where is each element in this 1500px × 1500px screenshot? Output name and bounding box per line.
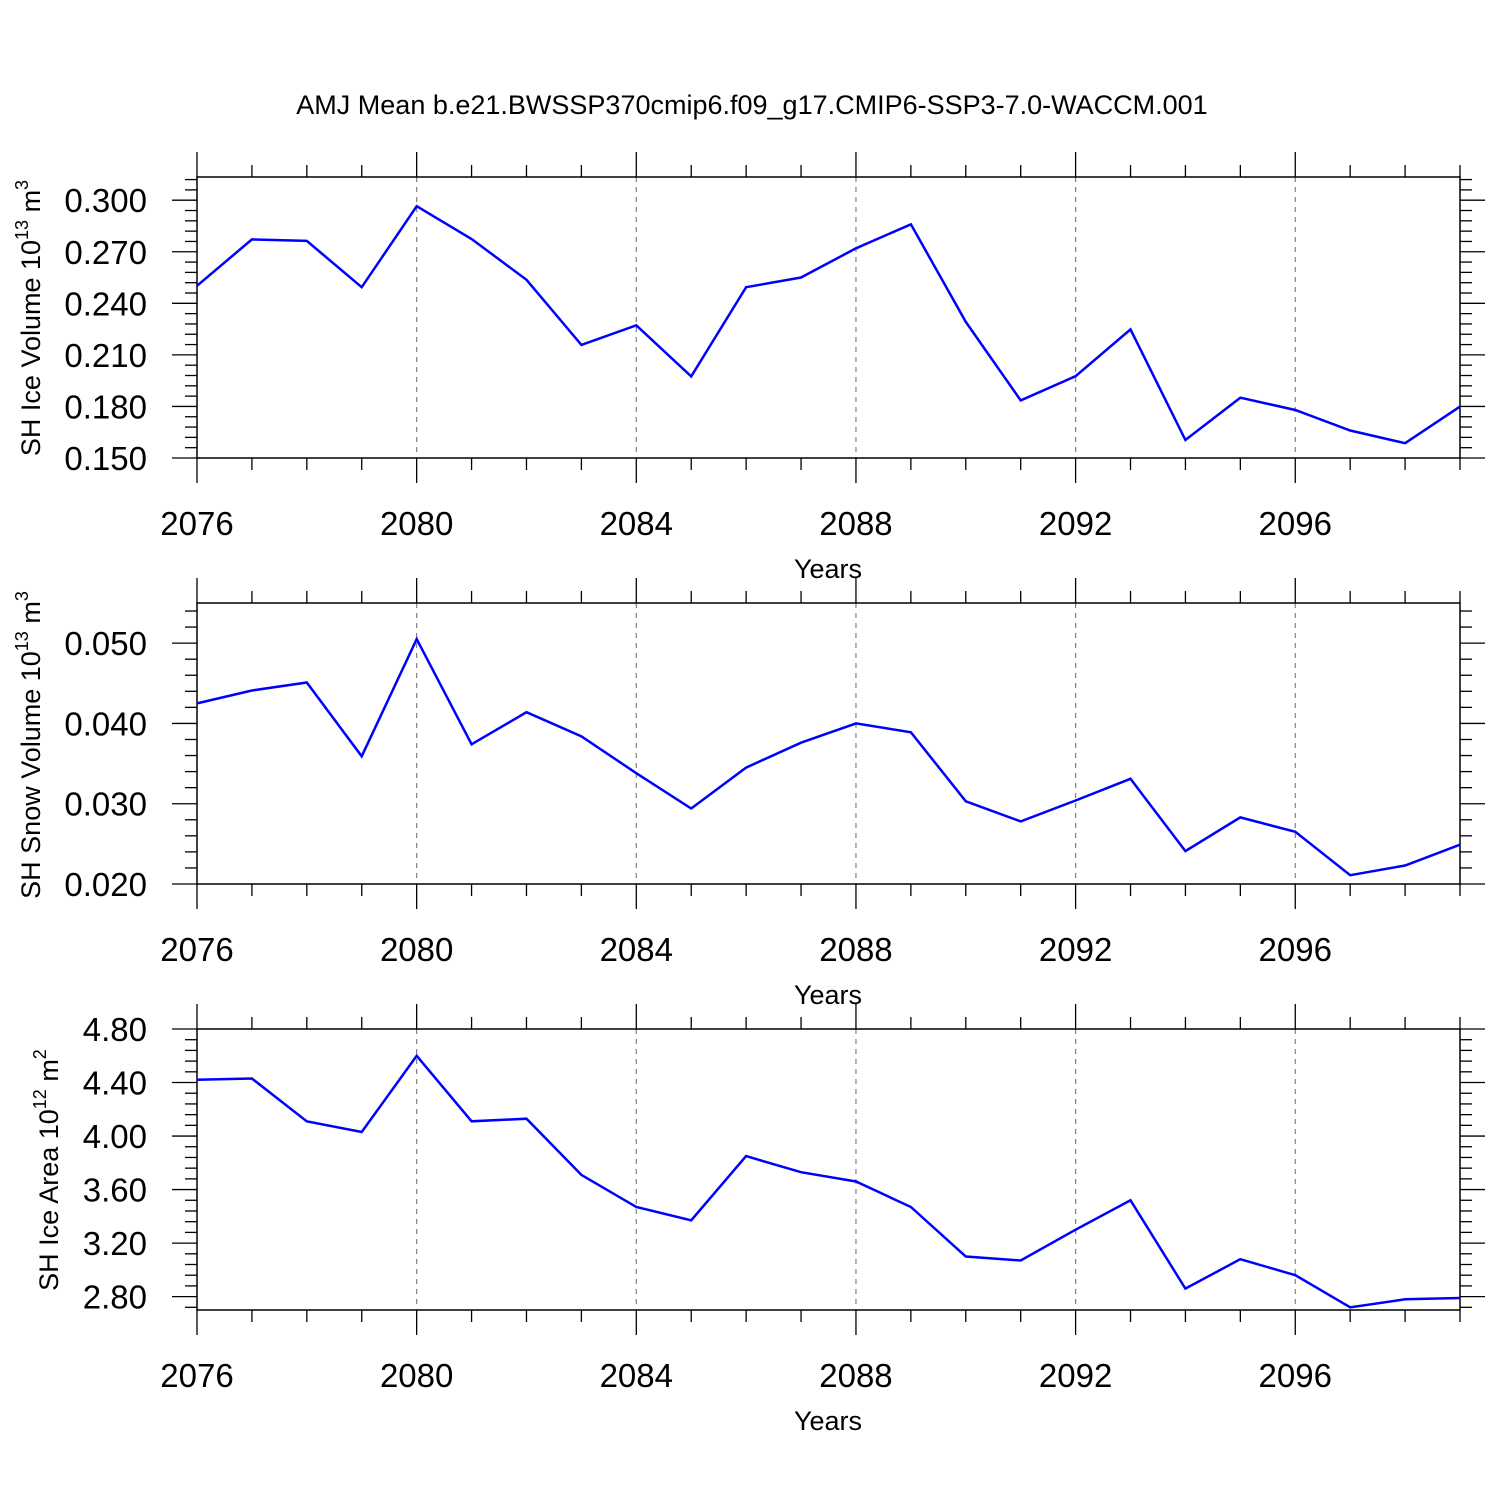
y-tick-label: 3.20 [83, 1225, 147, 1262]
x-tick-label: 2084 [600, 931, 673, 968]
y-axis-label-main: SH Ice Area 10 [34, 1109, 64, 1291]
y-tick-label: 4.80 [83, 1011, 147, 1048]
x-tick-label: 2084 [600, 505, 673, 542]
x-tick-label: 2096 [1259, 931, 1332, 968]
y-axis-label-unit-exponent: 2 [30, 1049, 50, 1059]
x-tick-label: 2096 [1259, 1357, 1332, 1394]
y-tick-label: 0.300 [64, 182, 147, 219]
x-axis-label: Years [794, 980, 862, 1010]
plot-frame [196, 176, 1461, 459]
y-tick-label: 0.030 [64, 786, 147, 823]
y-tick-label: 4.40 [83, 1065, 147, 1102]
x-tick-label: 2088 [819, 505, 892, 542]
y-tick-label: 4.00 [83, 1118, 147, 1155]
series-line-1 [196, 204, 1461, 445]
y-axis-label: SH Ice Volume 1013 m3 [12, 180, 46, 456]
y-axis-label-unit-exponent: 3 [12, 591, 32, 601]
y-axis-label: SH Ice Area 1012 m2 [30, 1049, 64, 1291]
x-tick-label: 2080 [380, 505, 453, 542]
panel-1: 2076 2080 2084 2088 2092 2096 Years 0.150 0.180 0… [12, 152, 1485, 584]
x-axis-label: Years [794, 554, 862, 584]
figure-title: AMJ Mean b.e21.BWSSP370cmip6.f09_g17.CMI… [296, 90, 1207, 120]
y-axis-label-main: SH Snow Volume 10 [16, 651, 46, 899]
x-tick-label: 2076 [160, 505, 233, 542]
x-tick-label: 2084 [600, 1357, 673, 1394]
y-tick-label: 3.60 [83, 1172, 147, 1209]
y-tick-label: 0.020 [64, 866, 147, 903]
x-tick-label: 2096 [1259, 505, 1332, 542]
y-tick-label: 2.80 [83, 1279, 147, 1316]
x-tick-label: 2092 [1039, 1357, 1112, 1394]
panel-3: 2076 2080 2084 2088 2092 2096 Years 2.80 3.20 3.6… [30, 1004, 1485, 1436]
y-tick-label: 0.150 [64, 440, 147, 477]
x-axis-label: Years [794, 1406, 862, 1436]
series-line-1 [196, 636, 1461, 877]
plot-frame [196, 602, 1461, 885]
x-tick-label: 2080 [380, 931, 453, 968]
y-tick-label: 0.210 [64, 337, 147, 374]
y-axis-label-exponent: 13 [12, 220, 32, 240]
x-tick-label: 2088 [819, 931, 892, 968]
y-axis-label-exponent: 13 [12, 631, 32, 651]
x-tick-label: 2092 [1039, 931, 1112, 968]
y-axis-label-main: SH Ice Volume 10 [16, 240, 46, 456]
x-tick-label: 2088 [819, 1357, 892, 1394]
y-axis-label-unit: m [16, 190, 46, 220]
y-axis-label-unit: m [16, 601, 46, 631]
y-tick-label: 0.050 [64, 625, 147, 662]
y-axis-label-exponent: 12 [30, 1089, 50, 1109]
panel-2: 2076 2080 2084 2088 2092 2096 Years 0.020 0.030 0… [12, 578, 1485, 1010]
y-axis-label: SH Snow Volume 1013 m3 [12, 591, 46, 899]
series-line-1 [196, 1053, 1461, 1309]
x-tick-label: 2076 [160, 1357, 233, 1394]
x-tick-label: 2092 [1039, 505, 1112, 542]
x-tick-label: 2076 [160, 931, 233, 968]
y-axis-label-unit-exponent: 3 [12, 180, 32, 190]
plot-frame [196, 1028, 1461, 1311]
x-tick-label: 2080 [380, 1357, 453, 1394]
y-axis-label-unit: m [34, 1059, 64, 1089]
y-tick-label: 0.180 [64, 388, 147, 425]
y-tick-label: 0.240 [64, 285, 147, 322]
y-tick-label: 0.040 [64, 705, 147, 742]
y-tick-label: 0.270 [64, 234, 147, 271]
